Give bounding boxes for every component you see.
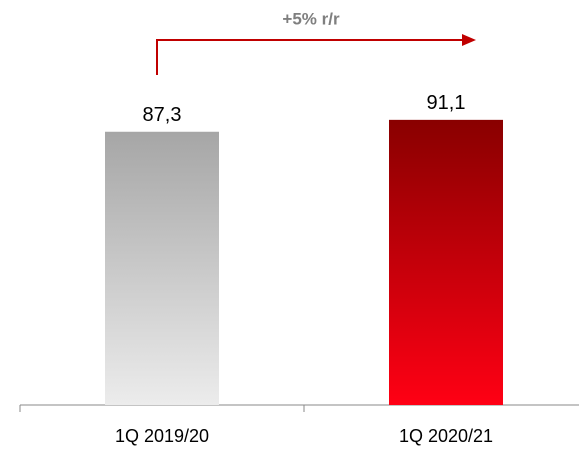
- value-label: 91,1: [427, 92, 466, 114]
- bar: [105, 131, 219, 405]
- arrow-head: [462, 34, 476, 46]
- bar: [389, 119, 503, 406]
- x-tick-label: 1Q 2020/21: [399, 426, 493, 446]
- annotation: +5% r/r: [282, 9, 340, 28]
- value-label: 87,3: [143, 104, 182, 126]
- x-tick-label: 1Q 2019/20: [115, 426, 209, 446]
- growth-arrow: [156, 39, 462, 75]
